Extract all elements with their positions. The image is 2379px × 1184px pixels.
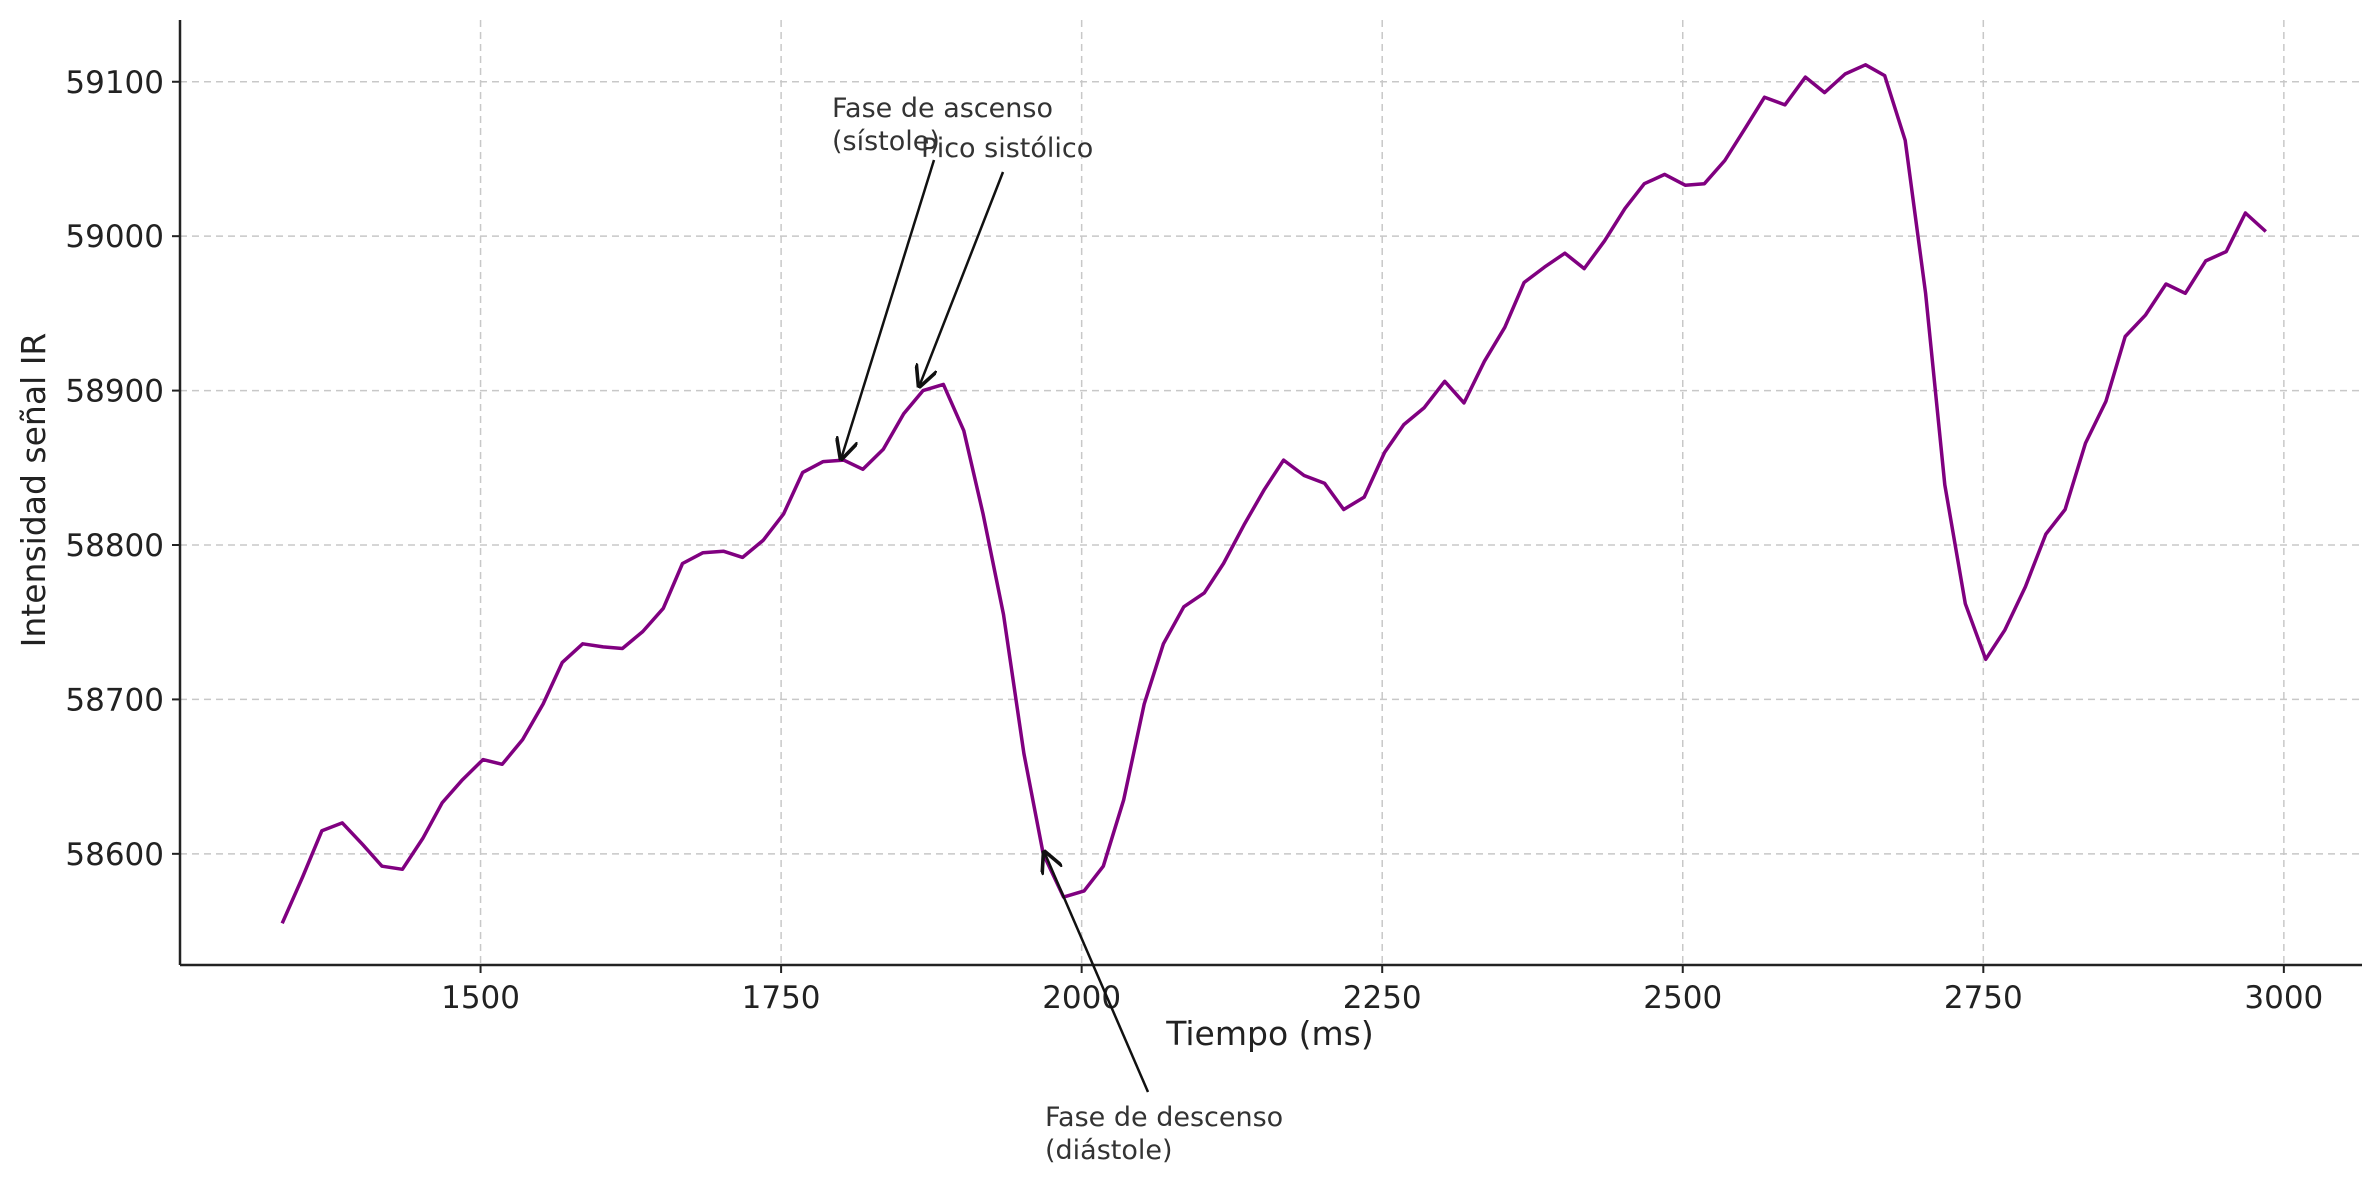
y-tick-label: 58900 [65,374,164,410]
y-tick-label: 58700 [65,682,164,718]
grid-layer [180,20,2362,965]
x-tick-label: 2250 [1343,980,1422,1016]
x-tick-label: 1500 [441,980,520,1016]
annotation-line: (diástole) [1045,1135,1173,1166]
y-tick-label: 59000 [65,219,164,255]
series-line [280,63,2267,925]
y-axis-label: Intensidad señal IR [14,333,53,648]
x-tick-label: 3000 [2244,980,2323,1016]
series-layer [280,63,2267,925]
annotation-text: Fase de descenso (diástole) [1045,1102,1283,1166]
annotation-text: Fase de ascenso (sístole) [832,93,1053,157]
annotation-line: Fase de descenso [1045,1102,1283,1133]
y-tick-label: 58600 [65,837,164,873]
annotation-line: (sístole) [832,126,940,157]
annotation-arrow [919,171,1005,386]
x-tick-label: 1750 [742,980,821,1016]
y-tick-label: 58800 [65,528,164,564]
ticks-layer: 1500 1750 2000 2250 2500 2750 3000 58600 58700 58… [65,65,2323,1016]
x-axis-label: Tiempo (ms) [1165,1014,1373,1053]
annotation-arrow [841,159,936,459]
x-tick-label: 2750 [1944,980,2023,1016]
axes-layer [178,20,2362,967]
x-tick-label: 2500 [1643,980,1722,1016]
annotation-arrow [1044,852,1150,1093]
y-tick-label: 59100 [65,65,164,101]
annotation-layer: Fase de ascenso (sístole)Pico sistólicoFa… [832,93,1283,1166]
x-tick-label: 2000 [1042,980,1121,1016]
annotation-line: Fase de ascenso [832,93,1053,124]
annotation-line: Pico sistólico [921,133,1093,164]
annotation-text: Pico sistólico [921,133,1093,164]
